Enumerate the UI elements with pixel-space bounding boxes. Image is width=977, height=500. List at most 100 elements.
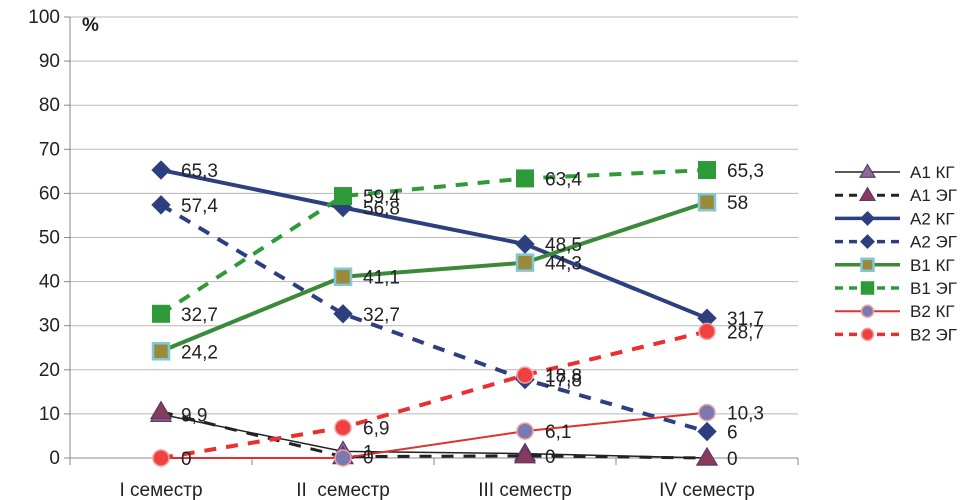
legend-item-а1-кг: А1 КГ <box>835 163 955 182</box>
series-в1-эг <box>152 161 716 323</box>
data-label: 32,7 <box>363 305 400 326</box>
y-tick-label: 60 <box>39 183 60 204</box>
marker-circle <box>698 403 716 422</box>
data-label: 1 <box>363 442 374 463</box>
data-label: 6 <box>727 423 738 444</box>
marker-triangle <box>695 446 719 466</box>
marker-square <box>516 169 534 188</box>
data-label: 0 <box>181 449 192 470</box>
y-tick-label: 10 <box>39 404 60 425</box>
legend-label: В1 КГ <box>910 256 955 275</box>
data-label: 6,1 <box>545 422 571 443</box>
legend: А1 КГ А1 ЭГ А2 КГ А2 ЭГ В1 КГ В1 ЭГ В2 КГ В2 ЭГ <box>835 163 957 344</box>
y-tick-label: 70 <box>39 139 60 160</box>
x-tick-label: IV семестр <box>659 480 755 500</box>
legend-label: А1 ЭГ <box>910 186 957 205</box>
gridlines <box>70 16 798 459</box>
marker-circle <box>860 304 875 318</box>
marker-diamond <box>151 195 171 215</box>
series-line <box>160 410 708 460</box>
marker-diamond <box>860 234 875 250</box>
marker-diamond <box>860 210 875 226</box>
data-label: 32,7 <box>181 305 218 326</box>
marker-triangle <box>149 400 173 420</box>
marker-square-hollow <box>333 267 353 286</box>
series-line <box>159 168 708 316</box>
data-label: 9,9 <box>181 405 207 426</box>
x-tick-label: II семестр <box>296 480 390 500</box>
y-tick-label: 20 <box>39 360 60 381</box>
marker-triangle <box>858 163 877 178</box>
marker-square-hollow <box>515 253 535 272</box>
y-tick-label: 50 <box>39 228 60 249</box>
series-line <box>160 329 708 460</box>
y-tick-label: 100 <box>28 7 60 28</box>
marker-square-hollow <box>151 342 171 361</box>
series-line <box>160 200 708 354</box>
marker-circle <box>152 449 170 467</box>
x-tick-label: I семестр <box>119 480 202 500</box>
data-label: 63,4 <box>545 169 582 190</box>
marker-circle <box>334 449 352 467</box>
legend-item-а1-эг: А1 ЭГ <box>835 186 957 205</box>
data-labels: 9,91 00 065,356,848,531,757,432,717,8624,2… <box>181 161 764 470</box>
data-label: 0 <box>727 449 738 470</box>
marker-square-hollow <box>697 192 717 212</box>
series-в1-кг <box>151 192 717 361</box>
legend-label: В2 ЭГ <box>910 325 957 344</box>
x-tick-label: III семестр <box>478 480 572 500</box>
data-label: 31,7 <box>727 309 764 330</box>
data-label: 65,3 <box>727 161 764 182</box>
y-tick-label: 40 <box>39 272 60 293</box>
data-label: 28,7 <box>727 322 764 343</box>
data-label: 57,4 <box>181 196 218 217</box>
y-tick-label: 0 <box>49 448 60 469</box>
data-label: 0 <box>363 448 374 469</box>
marker-diamond <box>697 421 717 442</box>
data-label: 24,2 <box>181 342 218 363</box>
legend-label: А2 КГ <box>910 209 955 228</box>
data-label: 0 <box>545 447 556 468</box>
data-label: 10,3 <box>727 404 764 425</box>
series-line <box>159 203 708 434</box>
x-axis: I семестр II семестр III семестр IV семестр <box>69 457 799 500</box>
data-label: 56,8 <box>363 199 400 220</box>
legend-label: В1 ЭГ <box>910 279 957 298</box>
marker-square <box>698 161 716 180</box>
legend-item-в1-кг: В1 КГ <box>835 256 955 275</box>
marker-circle <box>516 422 534 440</box>
legend-label: В2 КГ <box>910 302 955 321</box>
y-unit-label: % <box>82 15 99 36</box>
y-tick-label: 80 <box>39 95 60 116</box>
marker-diamond <box>333 304 353 324</box>
legend-label: А2 ЭГ <box>910 233 957 252</box>
data-label: 6,9 <box>363 419 389 440</box>
marker-square-hollow <box>860 257 875 273</box>
y-tick-label: 90 <box>39 51 60 72</box>
marker-circle <box>334 418 352 437</box>
series-line <box>161 411 708 459</box>
marker-circle <box>860 327 875 342</box>
legend-item-в2-кг: В2 КГ <box>835 302 955 321</box>
data-label: 18,8 <box>545 366 582 387</box>
marker-circle <box>516 366 534 384</box>
legend-item-в1-эг: В1 ЭГ <box>835 279 957 298</box>
y-axis: 0 10 20 30 40 50 60 70 80 90 100 <box>28 7 71 469</box>
marker-square <box>334 187 352 206</box>
y-tick-label: 30 <box>39 316 60 337</box>
series-в2-эг <box>152 322 716 467</box>
legend-item-в2-эг: В2 ЭГ <box>835 325 957 344</box>
marker-diamond <box>515 234 535 254</box>
data-label: 41,1 <box>363 268 400 289</box>
data-label: 65,3 <box>181 161 218 182</box>
marker-triangle <box>858 186 877 202</box>
marker-square <box>152 304 170 323</box>
legend-item-а2-кг: А2 КГ <box>835 209 955 228</box>
data-label: 44,3 <box>545 254 582 275</box>
legend-item-а2-эг: А2 ЭГ <box>835 233 957 252</box>
marker-diamond <box>151 160 171 180</box>
data-label: 59,4 <box>363 187 400 208</box>
marker-square <box>860 281 875 295</box>
legend-label: А1 КГ <box>910 163 955 182</box>
